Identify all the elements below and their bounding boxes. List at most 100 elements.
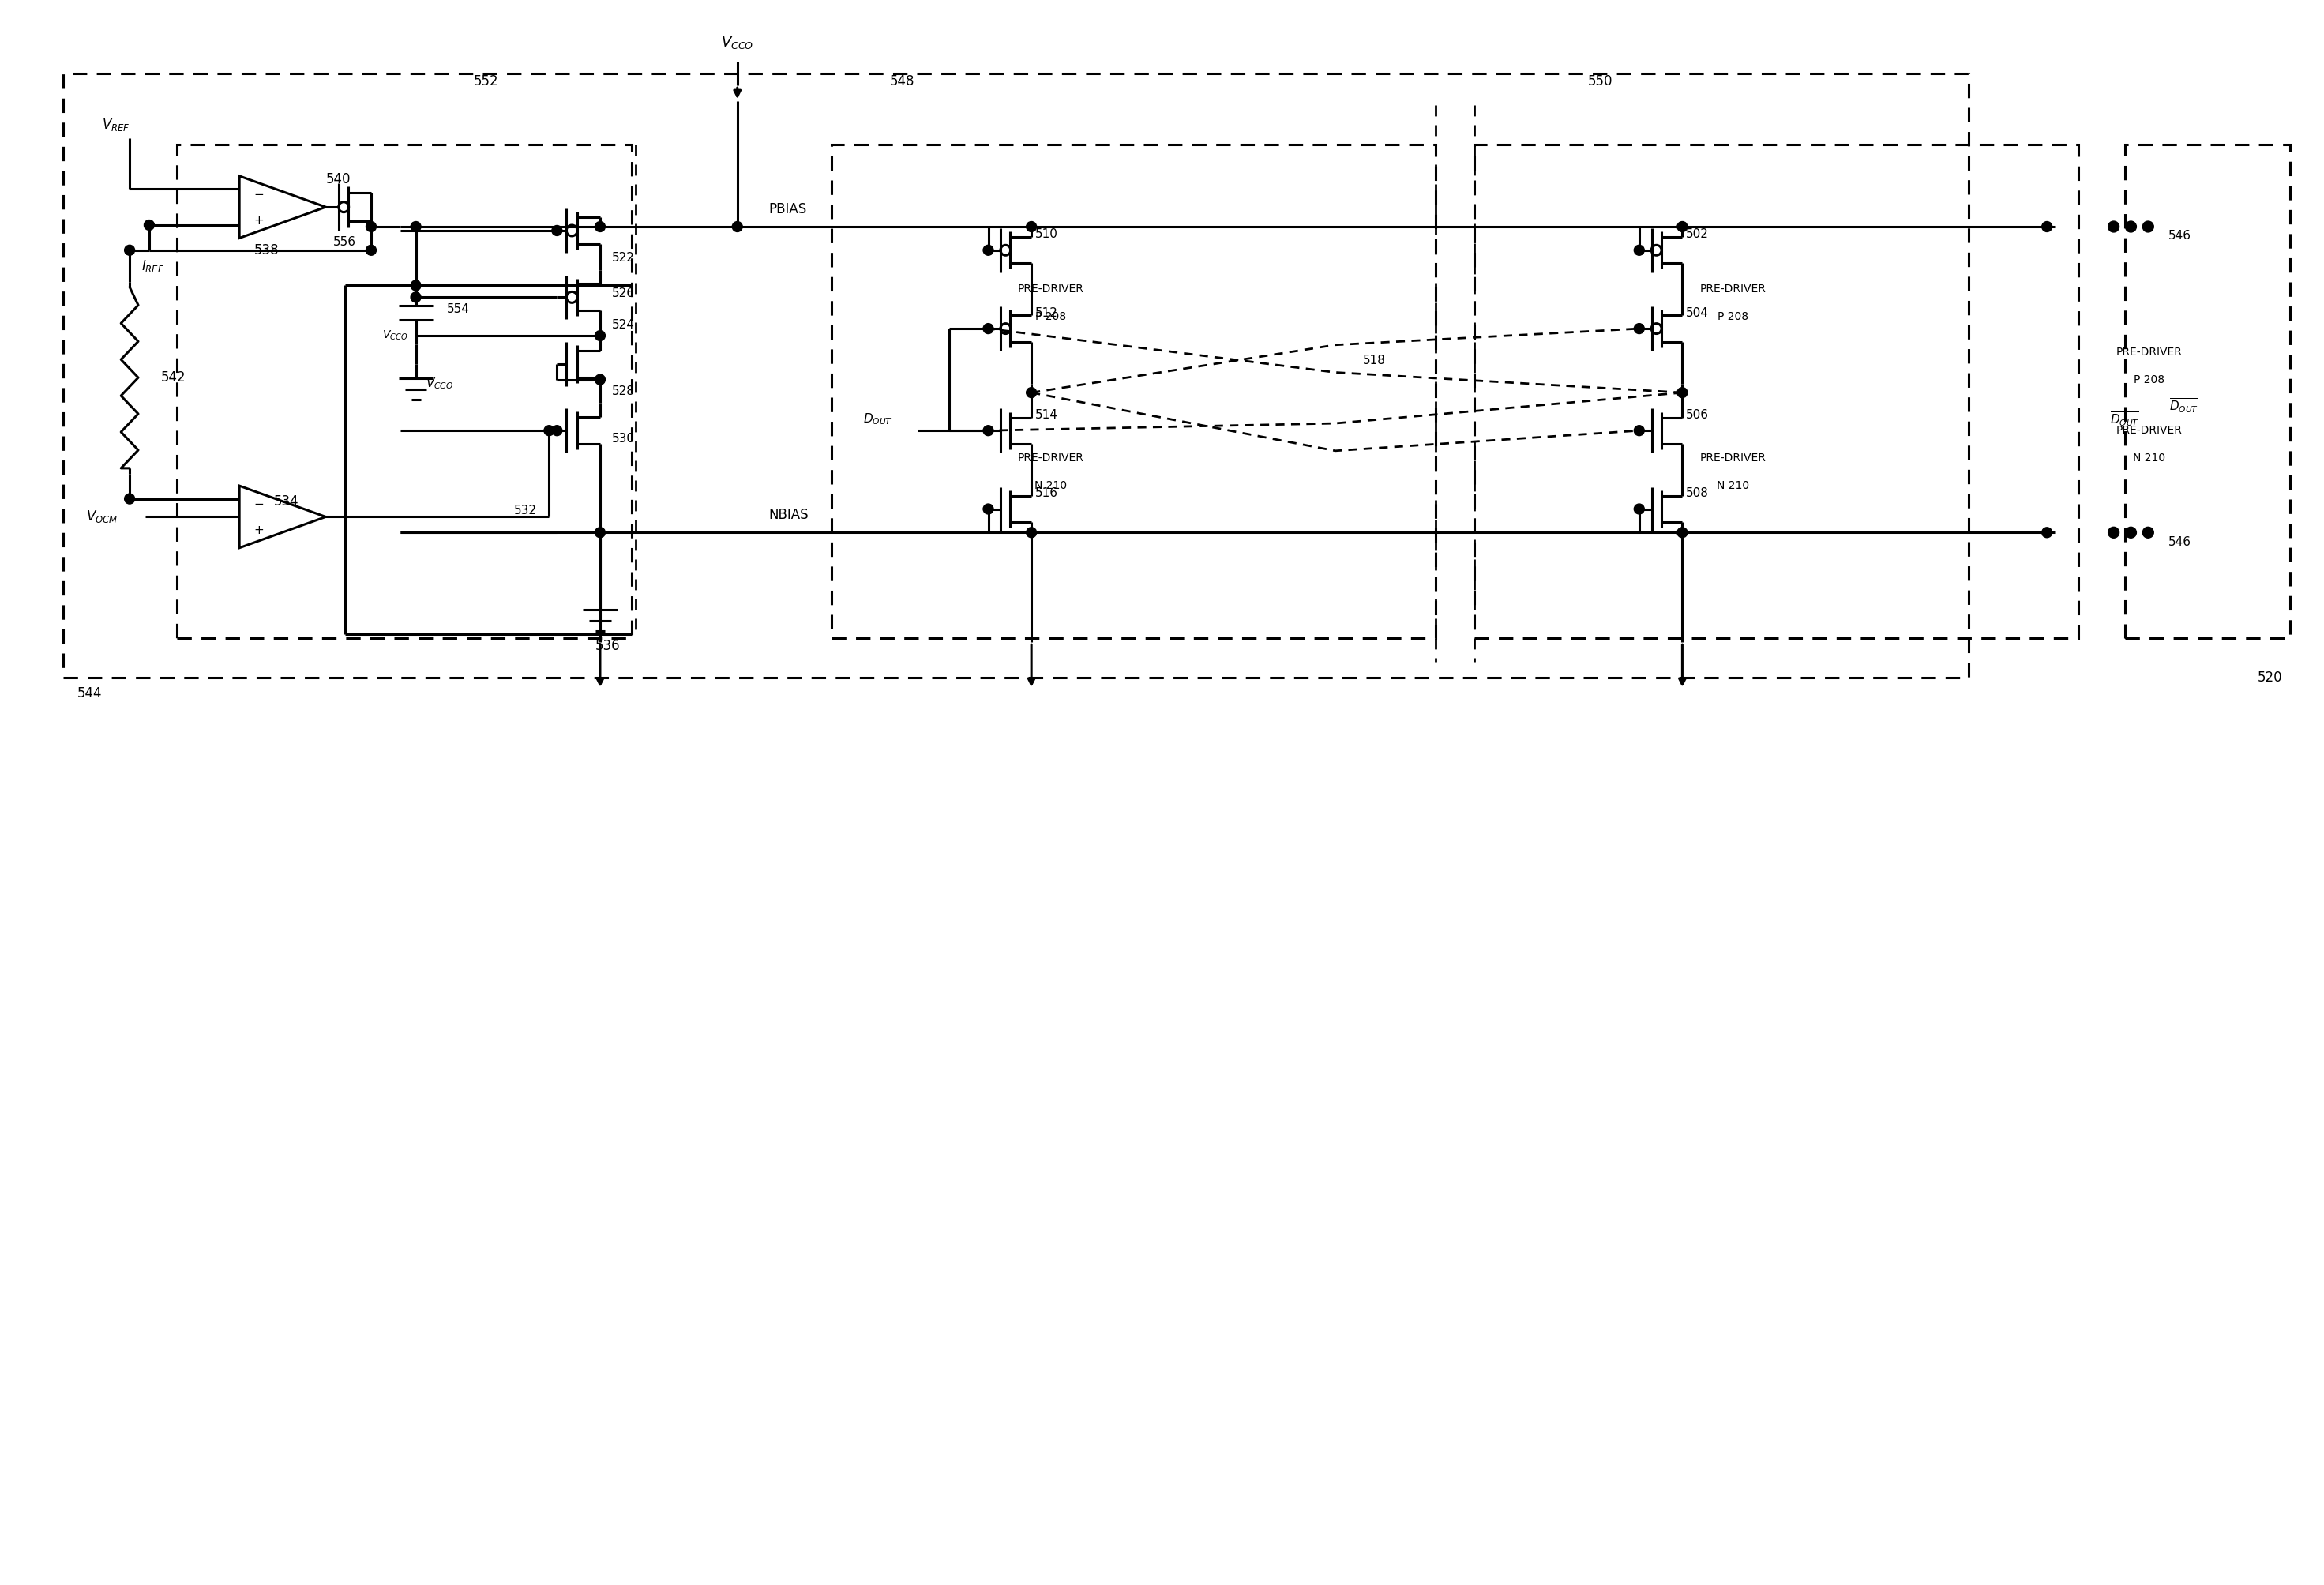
Text: PRE-DRIVER: PRE-DRIVER: [1018, 452, 1085, 463]
Text: 520: 520: [2257, 670, 2282, 685]
Text: 508: 508: [1687, 487, 1708, 499]
Text: $D_{OUT}$: $D_{OUT}$: [862, 412, 892, 426]
Text: PBIAS: PBIAS: [769, 203, 806, 217]
Circle shape: [411, 292, 421, 303]
Circle shape: [1027, 528, 1037, 537]
Text: $V_{OCM}$: $V_{OCM}$: [86, 509, 119, 525]
Circle shape: [983, 323, 992, 334]
Circle shape: [2126, 222, 2136, 231]
Text: 538: 538: [253, 243, 279, 257]
Circle shape: [2108, 528, 2119, 537]
Bar: [1473, 144, 2078, 639]
Text: $-$: $-$: [253, 187, 265, 200]
Text: 532: 532: [514, 504, 537, 517]
Bar: [63, 74, 1968, 678]
Polygon shape: [239, 176, 325, 238]
Text: P 208: P 208: [1717, 311, 1748, 322]
Text: N 210: N 210: [2133, 452, 2166, 463]
Text: $V_{CCO}$: $V_{CCO}$: [425, 376, 453, 391]
Circle shape: [1634, 504, 1645, 514]
Circle shape: [1678, 222, 1687, 231]
Text: 552: 552: [474, 74, 500, 89]
Circle shape: [983, 425, 992, 436]
Text: 544: 544: [77, 686, 102, 701]
Circle shape: [144, 220, 153, 230]
Circle shape: [125, 493, 135, 504]
Text: 518: 518: [1364, 355, 1385, 366]
Text: P 208: P 208: [1037, 311, 1067, 322]
Circle shape: [411, 281, 421, 290]
Circle shape: [1678, 387, 1687, 398]
Text: $V_{CCO}$: $V_{CCO}$: [720, 35, 753, 51]
Bar: [832, 144, 1436, 639]
Bar: [177, 144, 632, 639]
Text: $+$: $+$: [253, 525, 265, 537]
Text: 510: 510: [1037, 228, 1057, 241]
Text: 502: 502: [1687, 228, 1708, 241]
Text: 512: 512: [1037, 307, 1057, 319]
Circle shape: [732, 222, 741, 231]
Circle shape: [411, 222, 421, 231]
Circle shape: [2126, 528, 2136, 537]
Circle shape: [2043, 222, 2052, 231]
Circle shape: [551, 425, 562, 436]
Text: PRE-DRIVER: PRE-DRIVER: [1701, 452, 1766, 463]
Text: PRE-DRIVER: PRE-DRIVER: [2115, 425, 2182, 436]
Circle shape: [544, 425, 553, 436]
Bar: [2126, 144, 2289, 639]
Text: 548: 548: [890, 74, 913, 89]
Text: 522: 522: [611, 252, 634, 265]
Circle shape: [1634, 323, 1645, 334]
Text: PRE-DRIVER: PRE-DRIVER: [1701, 284, 1766, 295]
Circle shape: [983, 504, 992, 514]
Text: 536: 536: [595, 639, 621, 653]
Text: 550: 550: [1587, 74, 1613, 89]
Circle shape: [367, 222, 376, 231]
Circle shape: [595, 374, 604, 385]
Text: 542: 542: [160, 371, 186, 385]
Circle shape: [125, 246, 135, 255]
Circle shape: [1634, 425, 1645, 436]
Text: 524: 524: [611, 319, 634, 331]
Text: $-$: $-$: [253, 498, 265, 509]
Circle shape: [2108, 222, 2119, 231]
Text: $I_{REF}$: $I_{REF}$: [142, 258, 165, 274]
Text: 534: 534: [274, 495, 300, 509]
Text: PRE-DRIVER: PRE-DRIVER: [2115, 347, 2182, 358]
Circle shape: [1634, 246, 1645, 255]
Circle shape: [983, 246, 992, 255]
Circle shape: [2043, 528, 2052, 537]
Text: N 210: N 210: [1034, 480, 1067, 491]
Text: 514: 514: [1037, 409, 1057, 420]
Text: 540: 540: [325, 173, 351, 187]
Text: $V_{REF}$: $V_{REF}$: [102, 117, 130, 133]
Text: 546: 546: [2168, 230, 2192, 243]
Text: 556: 556: [332, 236, 356, 249]
Circle shape: [1027, 222, 1037, 231]
Text: 528: 528: [611, 385, 634, 398]
Text: N 210: N 210: [1717, 480, 1750, 491]
Circle shape: [1027, 387, 1037, 398]
Text: 546: 546: [2168, 536, 2192, 548]
Text: 516: 516: [1037, 487, 1057, 499]
Text: $\overline{D_{OUT}}$: $\overline{D_{OUT}}$: [2110, 411, 2138, 428]
Text: PRE-DRIVER: PRE-DRIVER: [1018, 284, 1085, 295]
Text: P 208: P 208: [2133, 374, 2164, 385]
Circle shape: [367, 246, 376, 255]
Text: $V_{CCO}$: $V_{CCO}$: [383, 330, 409, 342]
Circle shape: [2143, 222, 2154, 231]
Circle shape: [595, 528, 604, 537]
Text: 504: 504: [1687, 307, 1708, 319]
Text: 506: 506: [1687, 409, 1708, 420]
Text: $+$: $+$: [253, 216, 265, 227]
Polygon shape: [239, 485, 325, 548]
Text: 526: 526: [611, 287, 634, 300]
Text: 530: 530: [611, 433, 634, 444]
Text: $\overline{D_{OUT}}$: $\overline{D_{OUT}}$: [2171, 396, 2199, 414]
Circle shape: [595, 331, 604, 341]
Circle shape: [1678, 528, 1687, 537]
Circle shape: [551, 225, 562, 236]
Circle shape: [2143, 528, 2154, 537]
Text: NBIAS: NBIAS: [769, 509, 809, 523]
Text: 554: 554: [446, 303, 469, 315]
